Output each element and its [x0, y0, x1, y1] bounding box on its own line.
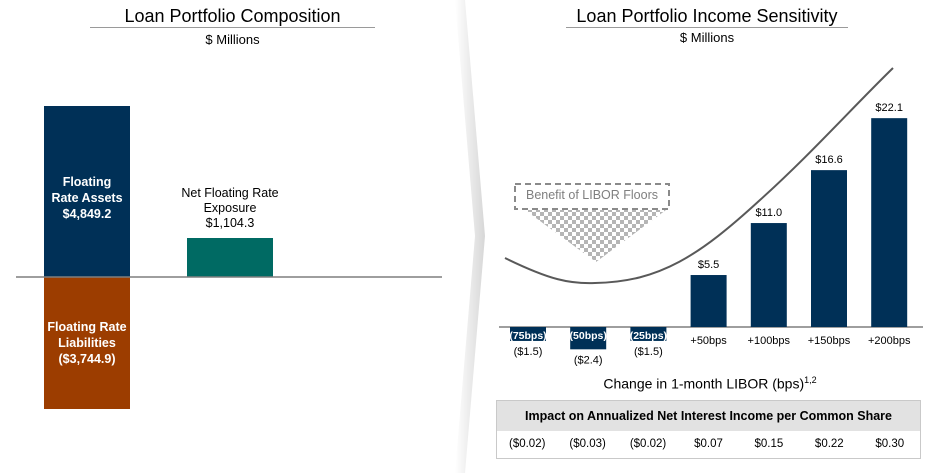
net-exposure-value: $1,104.3 — [205, 216, 255, 230]
category-label: (75bps) — [509, 330, 546, 342]
bar-value-label: $16.6 — [815, 154, 843, 166]
sensitivity-bar — [871, 118, 908, 327]
libor-floor-benefit-region — [525, 210, 666, 262]
eps-impact-cell: $0.07 — [694, 438, 723, 450]
x-axis-title-text: Change in 1-month LIBOR (bps) — [603, 375, 805, 392]
sensitivity-curve — [504, 67, 894, 285]
annotation-box — [514, 183, 670, 210]
category-label: +50bps — [690, 335, 727, 347]
category-label: +200bps — [868, 335, 911, 347]
bar-value-label: $11.0 — [755, 207, 782, 219]
eps-impact-table-header: Impact on Annualized Net Interest Income… — [497, 401, 920, 431]
panel-divider — [455, 0, 485, 473]
left-chart-title: Loan Portfolio Composition — [124, 6, 341, 26]
sensitivity-bar — [690, 275, 727, 327]
category-label: (25bps) — [630, 330, 667, 342]
left-chart — [16, 106, 442, 409]
liabilities-label: Floating Rate Liabilities ($3,744.9) — [38, 319, 136, 367]
assets-value: $4,849.2 — [62, 207, 112, 221]
x-axis-title: Change in 1-month LIBOR (bps)1,2 — [540, 375, 880, 392]
eps-impact-cell: $0.22 — [814, 438, 844, 450]
category-label: +100bps — [748, 335, 791, 347]
liabilities-bar — [44, 277, 130, 409]
sensitivity-bar — [510, 327, 546, 341]
assets-label-line2: Rate Assets — [51, 191, 123, 205]
net-exposure-label: Net Floating Rate Exposure $1,104.3 — [165, 186, 295, 231]
sensitivity-bar — [570, 327, 607, 350]
eps-impact-table: Impact on Annualized Net Interest Income… — [496, 400, 921, 459]
eps-impact-cell: $0.15 — [754, 438, 784, 450]
sensitivity-bar — [750, 223, 787, 327]
x-axis-title-superscript: 1,2 — [804, 375, 817, 385]
bar-value-label: ($1.5) — [634, 346, 663, 358]
bar-value-label: ($2.4) — [574, 354, 603, 366]
right-chart-title: Loan Portfolio Income Sensitivity — [576, 6, 838, 26]
left-chart-subtitle: $ Millions — [205, 32, 260, 47]
assets-label: Floating Rate Assets $4,849.2 — [44, 174, 130, 222]
right-chart-subtitle: $ Millions — [679, 30, 735, 45]
net-exposure-bar — [187, 238, 273, 277]
sensitivity-bar — [811, 170, 847, 327]
eps-impact-cell: ($0.03) — [569, 438, 606, 450]
annotation-text: Benefit of LIBOR Floors — [525, 188, 658, 202]
bar-value-label: ($1.5) — [514, 346, 543, 358]
eps-impact-cell: $0.30 — [875, 438, 905, 450]
sensitivity-bar — [630, 327, 667, 341]
assets-label-line1: Floating — [62, 175, 112, 189]
liabilities-label-line2: Liabilities — [58, 336, 116, 350]
right-title-underline — [566, 27, 848, 28]
bar-value-label: $5.5 — [698, 259, 719, 271]
assets-bar — [44, 106, 130, 277]
eps-impact-cell: ($0.02) — [629, 438, 667, 450]
eps-impact-cell: ($0.02) — [508, 438, 546, 450]
liabilities-label-line1: Floating Rate — [47, 320, 127, 334]
category-label: +150bps — [808, 335, 851, 347]
liabilities-value: ($3,744.9) — [58, 352, 116, 366]
category-label: (50bps) — [570, 330, 607, 342]
left-title-underline — [90, 27, 375, 28]
eps-impact-table-row: ($0.02) ($0.03) ($0.02) $0.07 $0.15 $0.2… — [497, 431, 920, 458]
net-exposure-label-line2: Exposure — [203, 201, 257, 215]
bar-value-label: $22.1 — [875, 102, 903, 114]
net-exposure-label-line1: Net Floating Rate — [181, 186, 279, 200]
